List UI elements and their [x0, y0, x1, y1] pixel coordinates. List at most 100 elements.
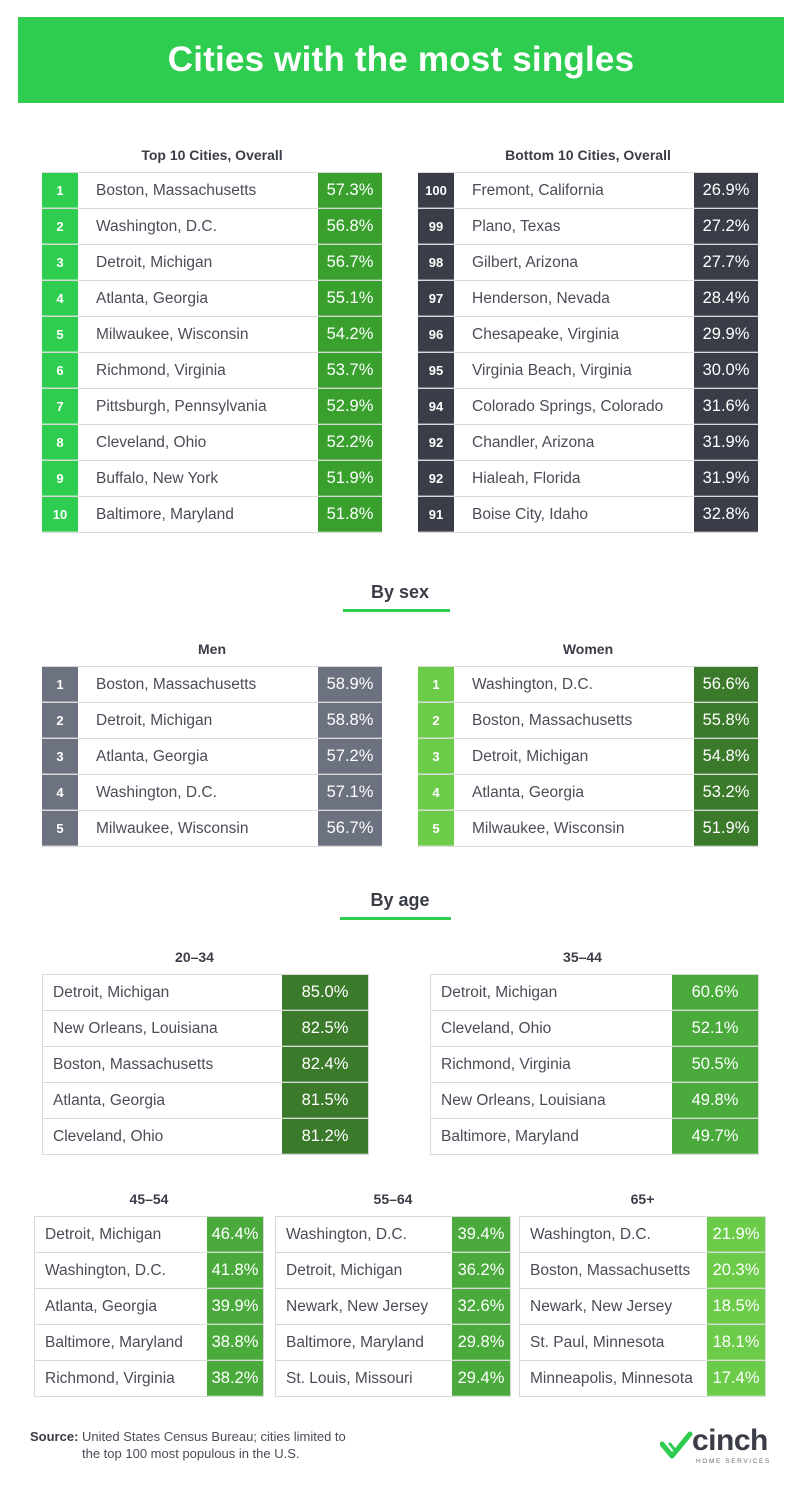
value-cell: 82.4% — [282, 1047, 368, 1082]
city-cell: Cleveland, Ohio — [441, 1019, 552, 1037]
table-row: Washington, D.C. 41.8% — [35, 1253, 263, 1289]
value-cell: 57.3% — [318, 173, 382, 208]
value-cell: 32.8% — [694, 497, 758, 532]
table-row: 4 Atlanta, Georgia 55.1% — [42, 281, 382, 317]
city-cell: Milwaukee, Wisconsin — [472, 819, 625, 837]
rank-cell: 6 — [42, 353, 78, 388]
table-row: 9 Buffalo, New York 51.9% — [42, 461, 382, 497]
city-cell: Minneapolis, Minnesota — [530, 1369, 693, 1387]
city-cell: Gilbert, Arizona — [472, 253, 578, 271]
city-cell: Buffalo, New York — [96, 469, 219, 487]
city-cell: Detroit, Michigan — [286, 1261, 403, 1279]
table-row: 5 Milwaukee, Wisconsin 51.9% — [418, 811, 758, 847]
value-cell: 30.0% — [694, 353, 758, 388]
value-cell: 81.2% — [282, 1119, 368, 1154]
city-cell: Detroit, Michigan — [45, 1225, 162, 1243]
value-cell: 85.0% — [282, 975, 368, 1010]
table-row: St. Paul, Minnesota 18.1% — [520, 1325, 765, 1361]
rank-cell: 95 — [418, 353, 454, 388]
table-row: St. Louis, Missouri 29.4% — [276, 1361, 510, 1397]
city-cell: Hialeah, Florida — [472, 469, 581, 487]
value-cell: 29.8% — [452, 1325, 510, 1360]
table-row: 4 Atlanta, Georgia 53.2% — [418, 775, 758, 811]
rank-cell: 1 — [418, 667, 454, 702]
table-row: 100 Fremont, California 26.9% — [418, 173, 758, 209]
table-row: New Orleans, Louisiana 49.8% — [431, 1083, 758, 1119]
value-cell: 29.9% — [694, 317, 758, 352]
table-row: Minneapolis, Minnesota 17.4% — [520, 1361, 765, 1397]
value-cell: 56.7% — [318, 245, 382, 280]
table-row: 7 Pittsburgh, Pennsylvania 52.9% — [42, 389, 382, 425]
city-cell: Detroit, Michigan — [96, 711, 213, 729]
table-row: 10 Baltimore, Maryland 51.8% — [42, 497, 382, 533]
rank-cell: 5 — [42, 811, 78, 846]
city-cell: Washington, D.C. — [45, 1261, 166, 1279]
city-cell: Henderson, Nevada — [472, 289, 610, 307]
table-row: Detroit, Michigan 85.0% — [43, 975, 368, 1011]
rank-cell: 9 — [42, 461, 78, 496]
table-row: Baltimore, Maryland 49.7% — [431, 1119, 758, 1155]
city-cell: Detroit, Michigan — [472, 747, 589, 765]
age-20-34-table: Detroit, Michigan 85.0% New Orleans, Louis… — [42, 974, 369, 1155]
city-cell: Washington, D.C. — [472, 675, 593, 693]
city-cell: Milwaukee, Wisconsin — [96, 325, 249, 343]
table-row: 3 Detroit, Michigan 56.7% — [42, 245, 382, 281]
city-cell: Washington, D.C. — [96, 217, 217, 235]
table-row: 1 Boston, Massachusetts 58.9% — [42, 667, 382, 703]
table-row: 6 Richmond, Virginia 53.7% — [42, 353, 382, 389]
value-cell: 21.9% — [707, 1217, 765, 1252]
value-cell: 53.2% — [694, 775, 758, 810]
city-cell: New Orleans, Louisiana — [53, 1019, 218, 1037]
value-cell: 49.7% — [672, 1119, 758, 1154]
age-20-34-caption: 20–34 — [175, 949, 214, 965]
rank-cell: 1 — [42, 173, 78, 208]
table-row: 92 Hialeah, Florida 31.9% — [418, 461, 758, 497]
value-cell: 29.4% — [452, 1361, 510, 1396]
source-label: Source: — [30, 1429, 79, 1444]
value-cell: 81.5% — [282, 1083, 368, 1118]
city-cell: Richmond, Virginia — [45, 1369, 175, 1387]
rank-cell: 2 — [42, 703, 78, 738]
city-cell: Detroit, Michigan — [53, 983, 170, 1001]
rank-cell: 3 — [42, 245, 78, 280]
value-cell: 20.3% — [707, 1253, 765, 1288]
table-row: Richmond, Virginia 38.2% — [35, 1361, 263, 1397]
table-row: 92 Chandler, Arizona 31.9% — [418, 425, 758, 461]
table-row: 1 Boston, Massachusetts 57.3% — [42, 173, 382, 209]
city-cell: Newark, New Jersey — [530, 1297, 673, 1315]
bottom10-caption: Bottom 10 Cities, Overall — [505, 147, 671, 163]
value-cell: 51.8% — [318, 497, 382, 532]
age-65-plus-caption: 65+ — [630, 1191, 655, 1207]
value-cell: 56.8% — [318, 209, 382, 244]
table-row: 96 Chesapeake, Virginia 29.9% — [418, 317, 758, 353]
value-cell: 39.9% — [207, 1289, 263, 1324]
bottom10-table: 100 Fremont, California 26.9% 99 Plano, Texa… — [418, 172, 758, 533]
value-cell: 56.6% — [694, 667, 758, 702]
rank-cell: 94 — [418, 389, 454, 424]
city-cell: Baltimore, Maryland — [45, 1333, 183, 1351]
table-row: Boston, Massachusetts 82.4% — [43, 1047, 368, 1083]
table-row: Newark, New Jersey 18.5% — [520, 1289, 765, 1325]
table-row: Detroit, Michigan 46.4% — [35, 1217, 263, 1253]
table-row: Detroit, Michigan 60.6% — [431, 975, 758, 1011]
age-55-64-table: Washington, D.C. 39.4% Detroit, Michigan 36… — [275, 1216, 511, 1397]
men-caption: Men — [198, 641, 226, 657]
top10-table: 1 Boston, Massachusetts 57.3% 2 Washington, … — [42, 172, 382, 533]
city-cell: Baltimore, Maryland — [96, 505, 234, 523]
table-row: Newark, New Jersey 32.6% — [276, 1289, 510, 1325]
table-row: 94 Colorado Springs, Colorado 31.6% — [418, 389, 758, 425]
value-cell: 50.5% — [672, 1047, 758, 1082]
table-row: 5 Milwaukee, Wisconsin 54.2% — [42, 317, 382, 353]
value-cell: 52.2% — [318, 425, 382, 460]
city-cell: Colorado Springs, Colorado — [472, 397, 664, 415]
city-cell: Virginia Beach, Virginia — [472, 361, 632, 379]
value-cell: 53.7% — [318, 353, 382, 388]
city-cell: Baltimore, Maryland — [441, 1127, 579, 1145]
rank-cell: 4 — [418, 775, 454, 810]
table-row: Washington, D.C. 21.9% — [520, 1217, 765, 1253]
city-cell: Plano, Texas — [472, 217, 561, 235]
value-cell: 58.9% — [318, 667, 382, 702]
value-cell: 46.4% — [207, 1217, 263, 1252]
value-cell: 49.8% — [672, 1083, 758, 1118]
value-cell: 55.1% — [318, 281, 382, 316]
